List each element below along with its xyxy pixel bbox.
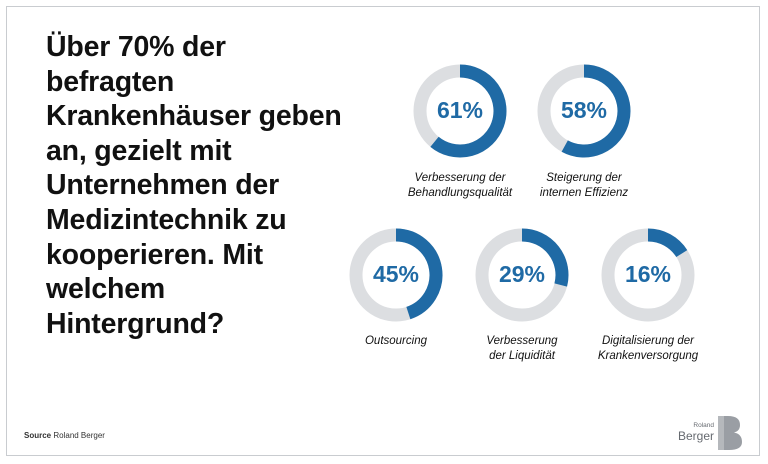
donut-caption-line: Krankenversorgung: [597, 350, 699, 362]
donut-percent-label-1: 61%: [436, 97, 484, 123]
donut-caption-line: Verbesserung: [486, 335, 558, 347]
donut-caption-4: Verbesserung der Liquidität: [437, 334, 607, 364]
roland-berger-logo-text: Roland Berger: [666, 420, 714, 442]
source-label: Source: [24, 431, 52, 440]
logo-berger: Berger: [677, 429, 714, 443]
donut-value-arc-4: [521, 228, 569, 287]
donut-caption-1: Verbesserung der Behandlungsqualität: [375, 171, 545, 201]
donut-caption-line: Steigerung der: [546, 172, 622, 184]
donut-caption-3: Outsourcing: [311, 334, 481, 349]
source-note: Source Roland Berger: [24, 431, 105, 440]
donut-percent-label-4: 29%: [498, 261, 546, 287]
logo-roland: Roland: [693, 422, 714, 429]
donut-caption-line: Digitalisierung der: [601, 335, 695, 347]
donut-caption-line: der Liquidität: [489, 350, 555, 362]
donut-value-arc-2: [561, 64, 631, 158]
roland-berger-b-icon: [718, 416, 742, 450]
donut-caption-line: Outsourcing: [364, 335, 427, 347]
donut-caption-line: Verbesserung der: [414, 172, 506, 184]
headline: Über 70% der befragten Krankenhäuser geb…: [46, 31, 342, 340]
donut-percent-label-5: 16%: [624, 261, 672, 287]
donut-value-arc-1: [430, 64, 507, 158]
donut-percent-label-3: 45%: [372, 261, 420, 287]
donut-caption-line: internen Effizienz: [539, 187, 629, 199]
source-value: Roland Berger: [53, 431, 105, 440]
donut-caption-5: Digitalisierung der Krankenversorgung: [563, 334, 733, 364]
donut-value-arc-5: [647, 228, 688, 258]
donut-value-arc-3: [395, 228, 443, 320]
donut-caption-2: Steigerung der internen Effizienz: [499, 171, 669, 201]
donut-percent-label-2: 58%: [560, 97, 608, 123]
donut-caption-line: Behandlungsqualität: [407, 187, 513, 199]
